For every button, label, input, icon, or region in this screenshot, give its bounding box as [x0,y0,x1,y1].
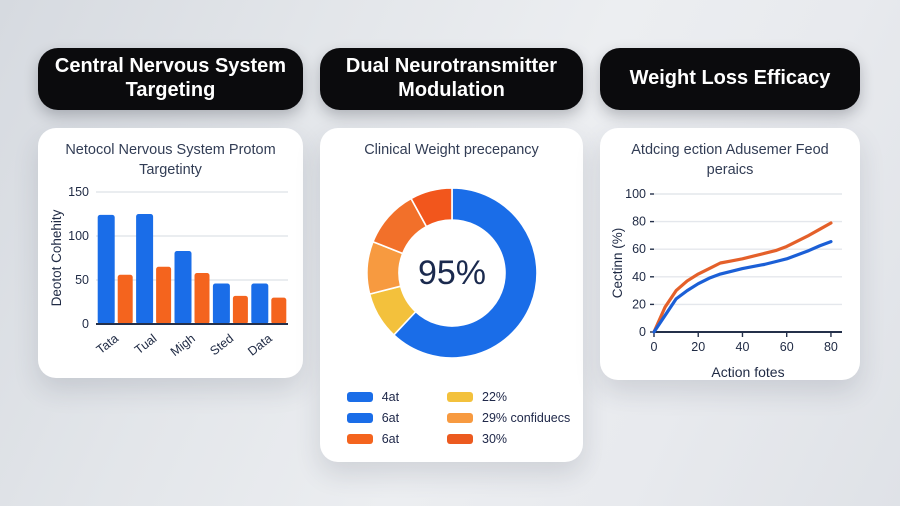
card-donut-chart: Clinical Weight precepancy 95% 4at 6at 6at… [320,128,583,462]
bar-chart-title: Netocol Nervous System Protom Targetinty [65,142,276,178]
svg-text:0: 0 [651,340,658,354]
donut-chart: 95% [330,163,573,384]
legend-swatch [447,434,473,444]
line-chart: 0 20 40 60 80 100 0 20 40 60 80 Action fotes Cectinn… [610,182,850,384]
svg-text:60: 60 [632,242,646,256]
panel-neurotransmitter: Dual Neurotransmitter Modulation Clinica… [320,48,583,462]
svg-text:80: 80 [824,340,838,354]
svg-text:Data: Data [245,331,274,358]
legend-label: 6at [381,432,400,446]
panel-header-label: Central Nervous System Targeting [54,55,287,101]
legend-label: 30% [482,432,508,446]
svg-text:80: 80 [632,215,646,229]
legend-swatch [346,413,373,423]
bar-chart-svg: 0 50 100 150 Tata Tual Migh Sted Data Deotot Cohe… [49,185,288,359]
svg-text:100: 100 [625,187,646,201]
legend-swatch [447,413,473,423]
donut-chart-title: Clinical Weight precepancy [364,142,539,158]
legend-item: 4at [346,388,441,406]
panel-header-label: Dual Neurotransmitter Modulation [345,55,558,101]
bar-chart: 0 50 100 150 Tata Tual Migh Sted Data Deotot Cohe… [48,182,293,374]
svg-text:Tual: Tual [132,331,159,357]
svg-text:Migh: Migh [168,331,198,359]
legend-item: 22% [447,388,570,406]
svg-text:Deotot Cohehity: Deotot Cohehity [49,209,64,306]
panel-header-cns-targeting: Central Nervous System Targeting [38,48,303,110]
legend-item: 29% confiduecs [447,409,570,427]
svg-text:Action fotes: Action fotes [711,364,784,380]
svg-text:Sted: Sted [207,331,236,358]
donut-chart-svg: 95% [365,187,538,360]
svg-text:40: 40 [632,270,646,284]
svg-text:40: 40 [736,340,750,354]
panel-header-label: Weight Loss Efficacy [629,67,831,90]
donut-legend: 4at 6at 6at 22% 29% confiduecs 30% [346,388,570,448]
legend-item: 6at [346,409,441,427]
legend-item: 30% [447,430,570,448]
legend-swatch [346,392,373,402]
svg-text:60: 60 [780,340,794,354]
panel-cns-targeting: Central Nervous System Targeting Netocol… [38,48,303,378]
svg-text:20: 20 [691,340,705,354]
legend-item: 6at [346,430,441,448]
card-line-chart: Atdcing ection Adusemer Feod peraics 0 20… [600,128,860,380]
line-chart-svg: 0 20 40 60 80 100 0 20 40 60 80 Action fotes Cectinn… [610,187,842,380]
svg-text:Cectinn (%): Cectinn (%) [610,228,625,299]
panel-header-weight-loss: Weight Loss Efficacy [600,48,860,110]
legend-swatch [346,434,373,444]
svg-text:150: 150 [68,185,89,199]
svg-text:Tata: Tata [94,331,121,357]
legend-label: 22% [482,390,508,404]
legend-swatch [447,392,473,402]
svg-text:20: 20 [632,298,646,312]
svg-text:95%: 95% [417,254,485,292]
panel-weight-loss: Weight Loss Efficacy Atdcing ection Adus… [600,48,860,380]
legend-label: 29% confiduecs [482,411,571,425]
legend-label: 6at [381,411,400,425]
card-bar-chart: Netocol Nervous System Protom Targetinty… [38,128,303,378]
svg-text:50: 50 [75,273,89,287]
line-chart-title: Atdcing ection Adusemer Feod peraics [631,142,829,178]
svg-text:100: 100 [68,229,89,243]
svg-text:0: 0 [82,317,89,331]
legend-label: 4at [381,390,400,404]
panel-header-neurotransmitter: Dual Neurotransmitter Modulation [320,48,583,110]
svg-text:0: 0 [639,325,646,339]
